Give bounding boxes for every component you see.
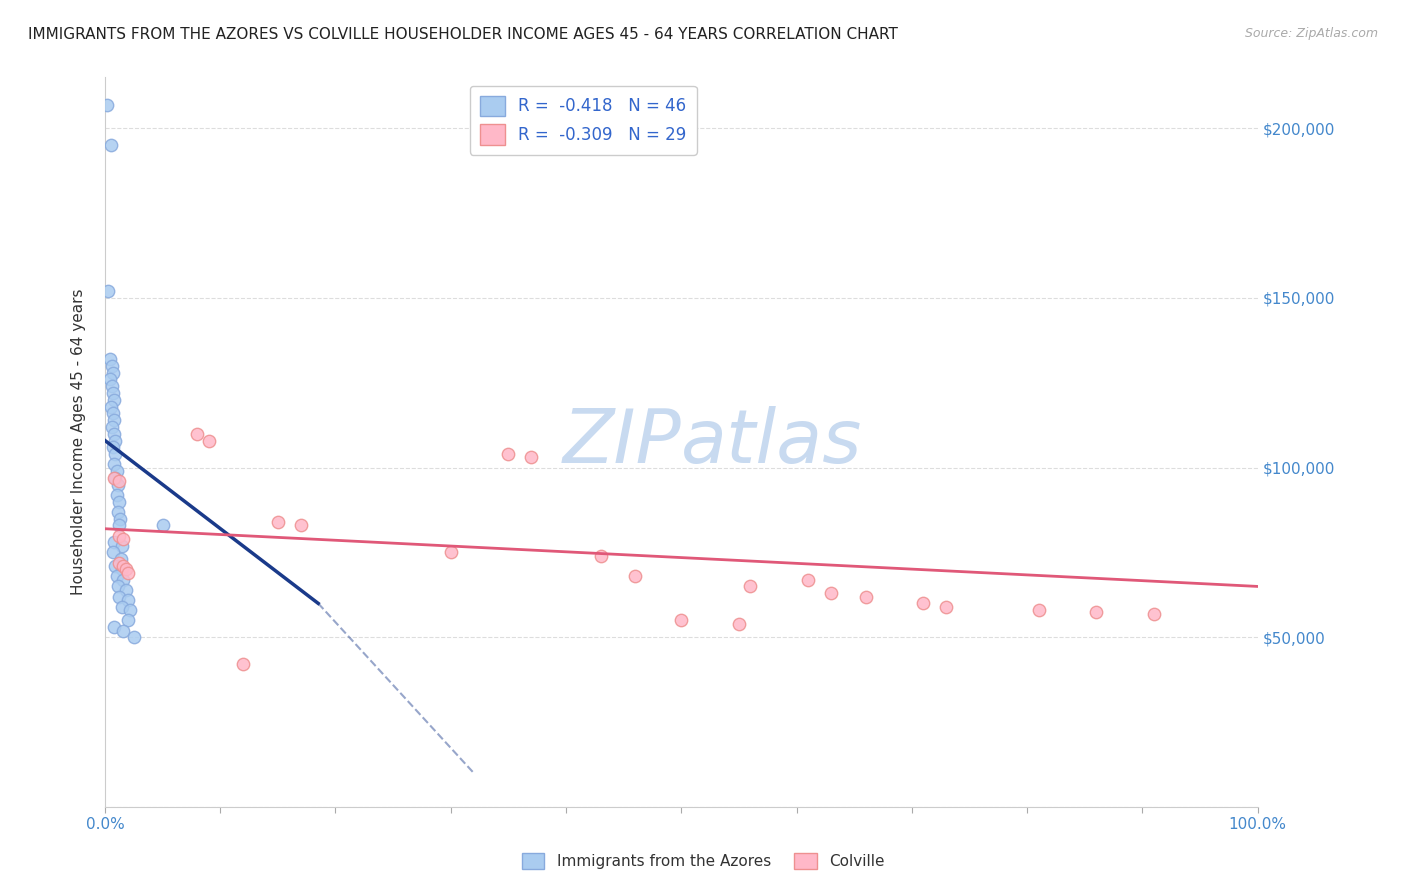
Point <box>108 556 131 570</box>
Point <box>103 392 125 407</box>
Point <box>114 582 136 597</box>
Point <box>820 586 842 600</box>
Point <box>107 579 129 593</box>
Point <box>186 426 208 441</box>
Point <box>104 471 127 485</box>
Point <box>112 532 135 546</box>
Point <box>855 590 877 604</box>
Point <box>101 386 124 401</box>
Point <box>935 599 957 614</box>
Point <box>112 624 135 638</box>
Point <box>110 552 132 566</box>
Point <box>98 372 121 386</box>
Point <box>267 515 290 529</box>
Point <box>101 440 124 454</box>
Point <box>117 613 139 627</box>
Text: atlas: atlas <box>682 406 863 478</box>
Point <box>107 477 129 491</box>
Point <box>440 545 463 559</box>
Point <box>111 539 134 553</box>
Point <box>1143 607 1166 621</box>
Point <box>112 559 135 574</box>
Point <box>104 434 127 448</box>
Point <box>1085 605 1108 619</box>
Point <box>728 616 751 631</box>
Point <box>108 590 131 604</box>
Point <box>1028 603 1050 617</box>
Point <box>101 545 124 559</box>
Point <box>103 413 125 427</box>
Point <box>105 488 128 502</box>
Point <box>97 284 120 298</box>
Point <box>117 593 139 607</box>
Point <box>108 474 131 488</box>
Point <box>107 505 129 519</box>
Point <box>103 620 125 634</box>
Point <box>624 569 647 583</box>
Point <box>671 613 693 627</box>
Point <box>152 518 174 533</box>
Point <box>740 579 762 593</box>
Point <box>108 511 131 525</box>
Point <box>232 657 254 672</box>
Point <box>105 464 128 478</box>
Point <box>108 518 131 533</box>
Point <box>114 562 136 576</box>
Point <box>101 359 124 373</box>
Point <box>108 494 131 508</box>
Point <box>105 569 128 583</box>
Point <box>111 562 134 576</box>
Text: ZIP: ZIP <box>562 406 682 478</box>
Point <box>111 599 134 614</box>
Point <box>103 535 125 549</box>
Point <box>117 566 139 580</box>
Text: Source: ZipAtlas.com: Source: ZipAtlas.com <box>1244 27 1378 40</box>
Point <box>197 434 219 448</box>
Point <box>103 426 125 441</box>
Text: IMMIGRANTS FROM THE AZORES VS COLVILLE HOUSEHOLDER INCOME AGES 45 - 64 YEARS COR: IMMIGRANTS FROM THE AZORES VS COLVILLE H… <box>28 27 898 42</box>
Y-axis label: Householder Income Ages 45 - 64 years: Householder Income Ages 45 - 64 years <box>72 289 86 596</box>
Point <box>122 630 145 644</box>
Point <box>103 471 125 485</box>
Point <box>101 406 124 420</box>
Point <box>104 447 127 461</box>
Point <box>101 379 124 393</box>
Point <box>101 420 124 434</box>
Point <box>290 518 312 533</box>
Point <box>912 596 935 610</box>
Point <box>120 603 142 617</box>
Point <box>108 528 131 542</box>
Point <box>797 573 820 587</box>
Point <box>101 366 124 380</box>
Point <box>98 352 121 367</box>
Point <box>103 457 125 471</box>
Legend: R =  -0.418   N = 46, R =  -0.309   N = 29: R = -0.418 N = 46, R = -0.309 N = 29 <box>470 86 696 155</box>
Point <box>100 138 122 153</box>
Legend: Immigrants from the Azores, Colville: Immigrants from the Azores, Colville <box>516 847 890 875</box>
Point <box>100 400 122 414</box>
Point <box>96 97 118 112</box>
Point <box>104 559 127 574</box>
Point <box>112 573 135 587</box>
Point <box>498 447 520 461</box>
Point <box>589 549 612 563</box>
Point <box>520 450 543 465</box>
